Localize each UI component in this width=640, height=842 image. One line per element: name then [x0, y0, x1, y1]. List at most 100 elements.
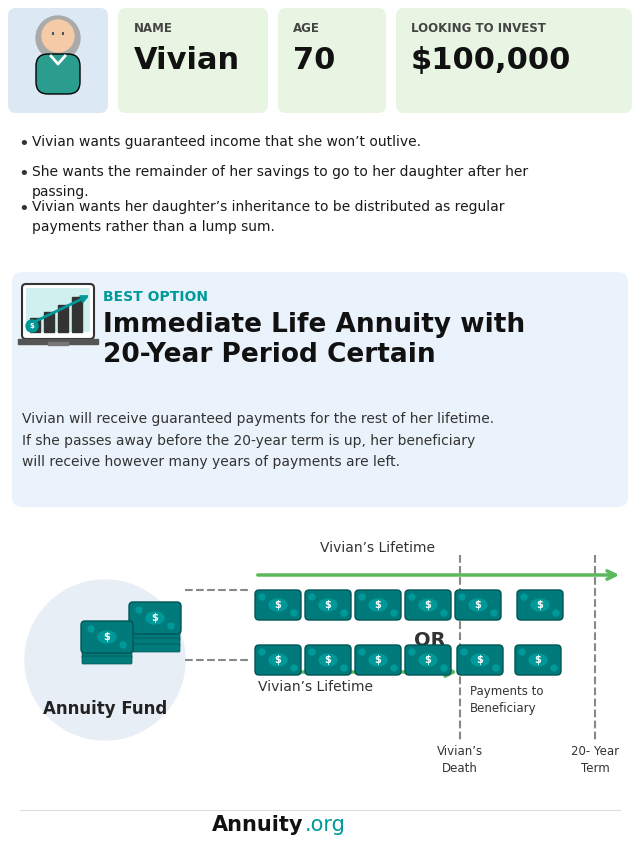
Text: $: $ — [29, 323, 35, 329]
FancyBboxPatch shape — [130, 638, 180, 646]
Text: Vivian wants her daughter’s inheritance to be distributed as regular
payments ra: Vivian wants her daughter’s inheritance … — [32, 200, 504, 234]
FancyBboxPatch shape — [82, 644, 132, 652]
Text: $: $ — [374, 655, 381, 665]
Circle shape — [409, 649, 415, 655]
Circle shape — [341, 610, 347, 616]
Circle shape — [493, 665, 499, 671]
FancyBboxPatch shape — [8, 8, 108, 113]
Text: 70: 70 — [293, 46, 335, 75]
Bar — [18, 339, 98, 344]
Circle shape — [441, 665, 447, 671]
Circle shape — [42, 20, 74, 52]
Text: BEST OPTION: BEST OPTION — [103, 290, 208, 304]
Text: $: $ — [424, 655, 431, 665]
FancyBboxPatch shape — [130, 632, 180, 640]
Ellipse shape — [146, 612, 164, 624]
FancyBboxPatch shape — [305, 645, 351, 675]
Text: LOOKING TO INVEST: LOOKING TO INVEST — [411, 22, 546, 35]
Text: •: • — [18, 165, 29, 183]
Circle shape — [259, 594, 265, 600]
FancyBboxPatch shape — [278, 8, 386, 113]
Ellipse shape — [369, 654, 387, 666]
FancyBboxPatch shape — [457, 645, 503, 675]
Ellipse shape — [419, 654, 437, 666]
Text: Vivian’s Lifetime: Vivian’s Lifetime — [320, 541, 435, 555]
Ellipse shape — [319, 599, 337, 611]
Circle shape — [309, 649, 315, 655]
Circle shape — [291, 610, 297, 616]
Bar — [58, 305, 68, 332]
Circle shape — [309, 594, 315, 600]
Ellipse shape — [419, 599, 437, 611]
Circle shape — [136, 607, 142, 613]
Circle shape — [551, 665, 557, 671]
Circle shape — [88, 626, 94, 632]
Bar — [72, 297, 82, 332]
Circle shape — [459, 594, 465, 600]
Text: $100,000: $100,000 — [411, 46, 572, 75]
Text: •: • — [18, 135, 29, 153]
Ellipse shape — [269, 654, 287, 666]
Circle shape — [409, 594, 415, 600]
FancyBboxPatch shape — [82, 650, 132, 658]
Text: $: $ — [152, 613, 158, 623]
Circle shape — [521, 594, 527, 600]
FancyBboxPatch shape — [129, 602, 181, 634]
Text: $: $ — [534, 655, 541, 665]
FancyBboxPatch shape — [517, 590, 563, 620]
Text: Annuity: Annuity — [211, 815, 303, 835]
FancyBboxPatch shape — [515, 645, 561, 675]
Circle shape — [359, 649, 365, 655]
Text: $: $ — [424, 600, 431, 610]
Circle shape — [391, 610, 397, 616]
Circle shape — [341, 665, 347, 671]
Bar — [30, 318, 40, 332]
Ellipse shape — [531, 599, 549, 611]
Ellipse shape — [529, 654, 547, 666]
FancyBboxPatch shape — [455, 590, 501, 620]
Text: $: $ — [104, 632, 110, 642]
FancyBboxPatch shape — [130, 644, 180, 652]
Text: Vivian wants guaranteed income that she won’t outlive.: Vivian wants guaranteed income that she … — [32, 135, 421, 149]
FancyBboxPatch shape — [22, 284, 94, 339]
Circle shape — [25, 580, 185, 740]
Text: Vivian’s Lifetime: Vivian’s Lifetime — [258, 680, 373, 694]
FancyBboxPatch shape — [355, 590, 401, 620]
Ellipse shape — [98, 631, 116, 643]
Text: $: $ — [324, 600, 332, 610]
Text: $: $ — [475, 600, 481, 610]
Circle shape — [291, 665, 297, 671]
FancyBboxPatch shape — [82, 638, 132, 646]
FancyBboxPatch shape — [26, 288, 90, 332]
Text: Vivian: Vivian — [134, 46, 240, 75]
Text: Payments to
Beneficiary: Payments to Beneficiary — [470, 685, 543, 715]
Text: $: $ — [536, 600, 543, 610]
Ellipse shape — [319, 654, 337, 666]
FancyBboxPatch shape — [255, 645, 301, 675]
Text: She wants the remainder of her savings to go to her daughter after her
passing.: She wants the remainder of her savings t… — [32, 165, 528, 199]
Ellipse shape — [469, 599, 487, 611]
Text: $: $ — [324, 655, 332, 665]
Text: Vivian will receive guaranteed payments for the rest of her lifetime.
If she pas: Vivian will receive guaranteed payments … — [22, 412, 494, 469]
Text: $: $ — [275, 655, 282, 665]
FancyBboxPatch shape — [396, 8, 632, 113]
FancyBboxPatch shape — [82, 656, 132, 664]
Text: Annuity Fund: Annuity Fund — [43, 700, 167, 718]
Text: .org: .org — [305, 815, 346, 835]
FancyBboxPatch shape — [130, 626, 180, 634]
Circle shape — [391, 665, 397, 671]
Circle shape — [461, 649, 467, 655]
FancyBboxPatch shape — [12, 272, 628, 507]
FancyBboxPatch shape — [118, 8, 268, 113]
FancyBboxPatch shape — [305, 590, 351, 620]
Bar — [44, 312, 54, 332]
Text: 20- Year
Term: 20- Year Term — [571, 745, 619, 775]
Text: AGE: AGE — [293, 22, 320, 35]
Ellipse shape — [269, 599, 287, 611]
Text: •: • — [18, 200, 29, 218]
Circle shape — [120, 642, 126, 648]
Ellipse shape — [369, 599, 387, 611]
Circle shape — [441, 610, 447, 616]
Bar — [48, 342, 68, 345]
FancyBboxPatch shape — [36, 54, 80, 94]
